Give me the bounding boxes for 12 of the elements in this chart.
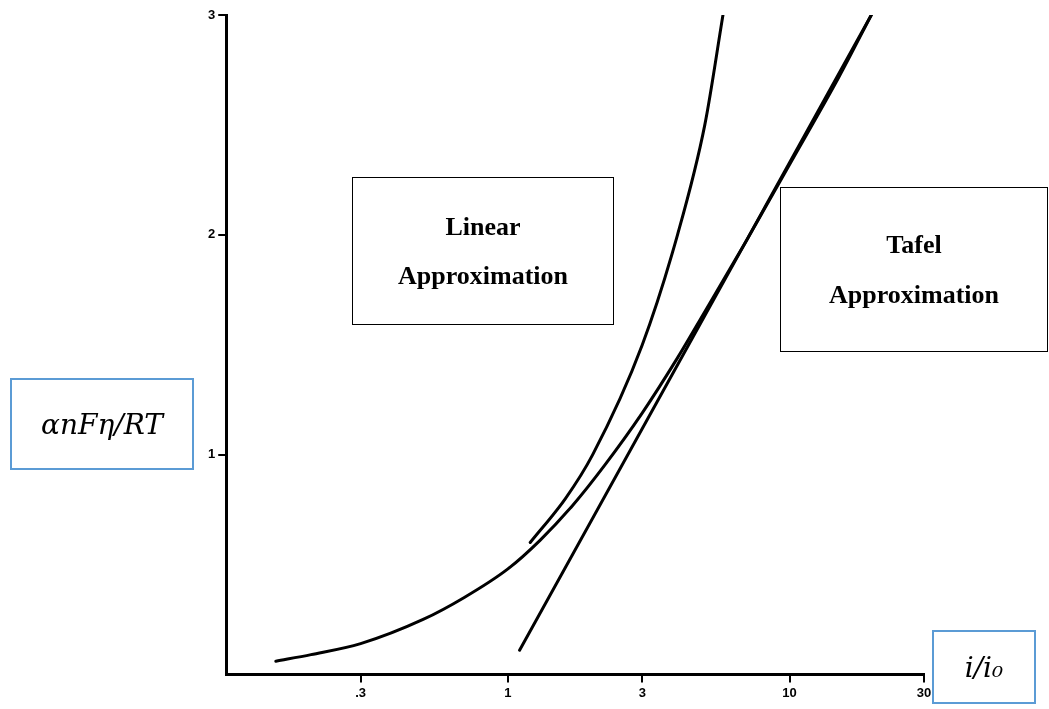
y-axis-title: αnFη/RT: [10, 378, 194, 470]
annotation: Tafel Approximation: [780, 187, 1048, 352]
x-tick-label: 30: [916, 684, 932, 700]
x-tick-label: 10: [782, 684, 797, 700]
x-tick-label: .3: [355, 684, 367, 700]
y-tick-label: 1: [208, 446, 216, 462]
y-tick-label: 3: [208, 6, 216, 22]
annotation: Linear Approximation: [352, 177, 614, 325]
x-tick-label: 1: [504, 684, 512, 700]
x-tick-label: 3: [638, 684, 646, 700]
x-axis-title: i/i₀: [932, 630, 1036, 704]
y-tick-label: 2: [208, 226, 216, 242]
